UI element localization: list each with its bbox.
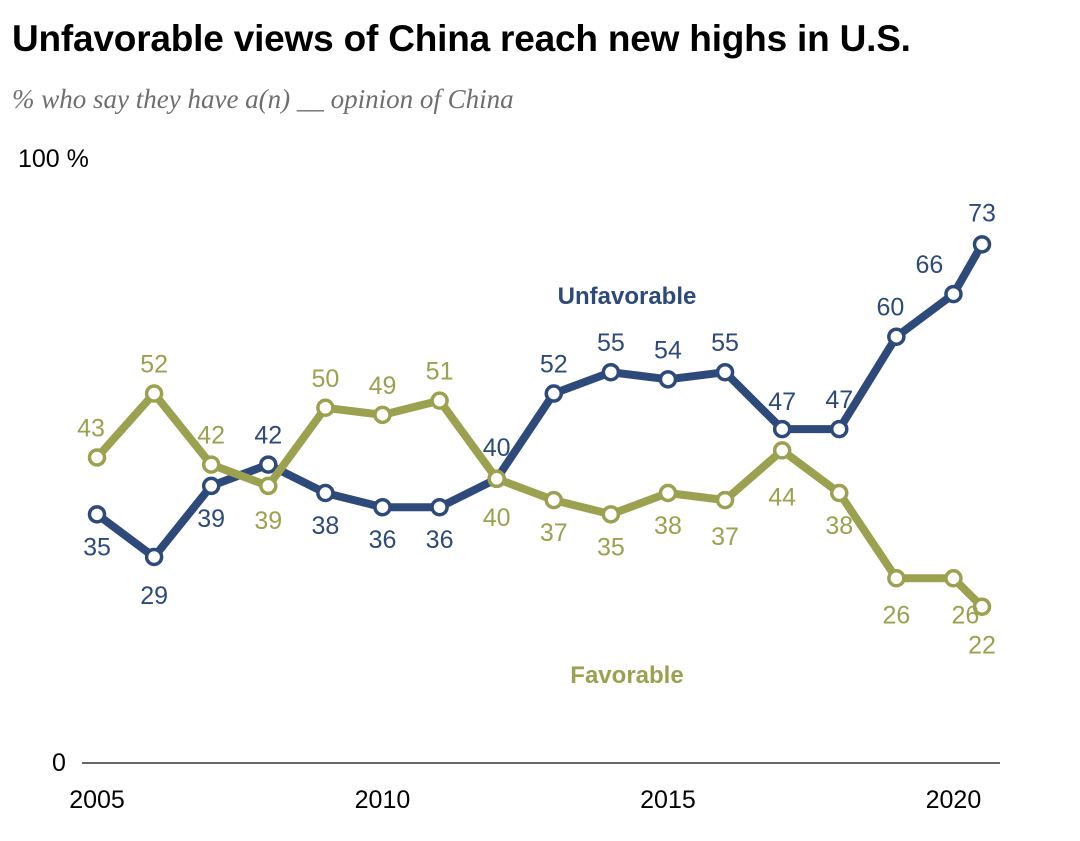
data-label-unfavorable: 42 [254,422,282,450]
data-label-unfavorable: 55 [711,329,739,357]
data-label-unfavorable: 39 [197,505,225,533]
data-label-favorable: 51 [426,358,454,386]
x-tick-label: 2020 [926,786,982,814]
data-label-favorable: 42 [197,422,225,450]
data-point-favorable [430,391,449,410]
data-point-unfavorable [316,483,335,503]
data-point-unfavorable [87,505,107,524]
data-label-favorable: 52 [140,351,168,379]
data-label-favorable: 39 [254,507,282,535]
chart-title: Unfavorable views of China reach new hig… [12,18,911,59]
series-name-unfavorable: Unfavorable [558,283,697,310]
data-label-unfavorable: 55 [597,329,625,357]
data-point-unfavorable [887,327,906,346]
data-label-unfavorable: 36 [426,526,454,554]
data-label-unfavorable: 60 [876,294,904,322]
data-label-unfavorable: 54 [654,336,682,364]
data-label-favorable: 26 [952,601,980,629]
y-axis-zero-label: 0 [52,749,66,777]
data-label-favorable: 37 [711,523,739,551]
chart-subtitle: % who say they have a(n) __ opinion of C… [12,84,514,114]
data-point-favorable [658,483,678,503]
series-layer: 35 29 39 42 38 36 36 40 52 55 54 55 47 47 60 66 73 Unfavo… [77,199,996,689]
series-name-favorable: Favorable [570,662,683,689]
data-point-unfavorable [601,362,621,382]
data-point-unfavorable [373,497,392,517]
data-point-favorable [373,405,392,425]
data-point-favorable [772,441,792,460]
data-label-favorable: 37 [540,519,568,547]
series-favorable: 43 52 42 39 50 49 51 40 37 35 38 37 44 38 26 26 22 Favora… [77,351,996,689]
data-point-favorable [316,398,335,417]
x-axis-ticks: 2005 2010 2015 2020 [69,786,981,814]
data-point-favorable [972,597,992,616]
x-tick-label: 2005 [69,786,125,814]
data-point-favorable [87,448,107,467]
data-label-favorable: 26 [882,601,910,629]
y-axis-top-label: 100 % [18,145,89,173]
data-label-favorable: 38 [825,512,853,540]
data-point-favorable [487,469,506,489]
data-label-unfavorable: 29 [140,582,168,610]
data-label-favorable: 43 [77,414,105,442]
data-label-favorable: 35 [597,533,625,561]
data-label-favorable: 50 [311,365,339,393]
data-point-unfavorable [715,362,735,382]
data-point-unfavorable [972,235,992,254]
data-point-favorable [544,490,564,510]
data-point-favorable [259,476,278,496]
data-point-unfavorable [544,384,564,403]
x-tick-label: 2015 [640,786,696,814]
data-label-unfavorable: 47 [825,386,853,414]
data-point-unfavorable [772,419,792,439]
data-point-unfavorable [944,284,963,304]
data-point-favorable [144,384,164,403]
data-label-favorable: 44 [768,483,796,511]
data-label-unfavorable: 52 [540,351,568,379]
data-label-unfavorable: 66 [916,251,944,279]
data-point-unfavorable [430,497,449,517]
data-point-favorable [715,490,735,510]
data-point-favorable [944,569,963,588]
data-point-unfavorable [144,547,164,567]
series-line-favorable [93,389,986,611]
data-label-unfavorable: 35 [83,533,111,561]
data-label-unfavorable: 73 [968,199,996,227]
data-label-unfavorable: 47 [768,388,796,416]
data-point-unfavorable [830,419,849,439]
data-point-unfavorable [658,370,678,389]
data-point-favorable [830,483,849,503]
x-tick-label: 2010 [355,786,411,814]
data-label-favorable: 22 [968,632,996,660]
data-label-unfavorable: 36 [369,526,397,554]
data-label-unfavorable: 40 [483,434,511,462]
data-label-favorable: 49 [369,372,397,400]
data-point-favorable [887,569,906,588]
data-label-favorable: 40 [483,504,511,532]
data-label-favorable: 38 [654,512,682,540]
data-point-unfavorable [259,455,278,474]
data-point-favorable [601,505,621,524]
data-label-unfavorable: 38 [311,512,339,540]
data-point-favorable [201,455,221,474]
data-point-unfavorable [201,476,221,496]
series-unfavorable: 35 29 39 42 38 36 36 40 52 55 54 55 47 47 60 66 73 Unfavo… [83,199,996,610]
